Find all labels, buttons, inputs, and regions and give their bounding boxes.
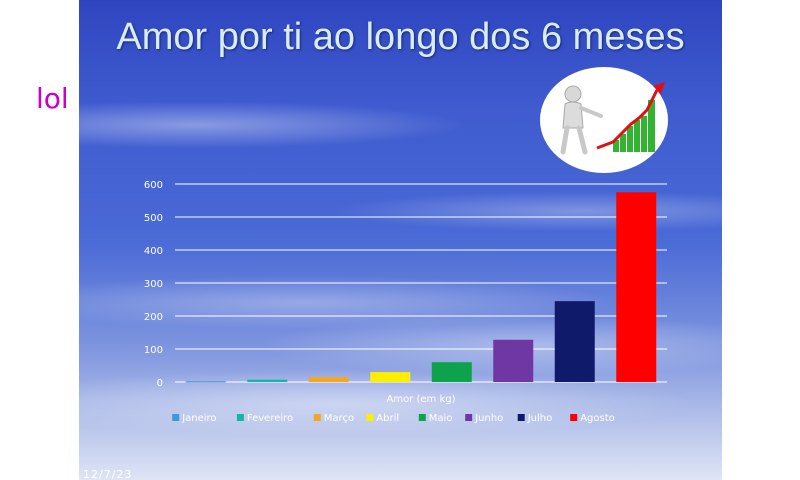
bar-agosto (616, 192, 657, 382)
y-tick-label: 100 (144, 345, 163, 356)
side-label: lol (36, 82, 69, 115)
y-tick-label: 200 (144, 312, 163, 323)
legend-label: Março (324, 413, 354, 424)
bar-abril (370, 372, 411, 382)
y-tick-label: 500 (144, 213, 163, 224)
y-tick-label: 600 (144, 180, 163, 191)
legend-swatch (236, 414, 244, 421)
slide-title: Amor por ti ao longo dos 6 meses (116, 16, 685, 58)
legend-label: Abril (376, 413, 399, 424)
presenter-growth-chart-icon (540, 67, 668, 173)
legend-swatch (418, 414, 426, 421)
bar-julho (554, 301, 595, 382)
y-tick-label: 400 (144, 246, 163, 257)
x-axis-title: Amor (em kg) (386, 394, 455, 405)
legend-label: Junho (474, 413, 503, 424)
legend-label: Maio (429, 413, 453, 424)
legend-label: Janeiro (181, 413, 216, 424)
bar-março (308, 377, 349, 382)
legend: Janeiro Fevereiro Março Abril Maio Junho Julho… (172, 413, 615, 424)
legend-label: Julho (527, 413, 553, 424)
legend-swatch (465, 414, 473, 421)
legend-swatch (517, 414, 525, 421)
legend-swatch (366, 414, 374, 421)
legend-label: Fevereiro (247, 413, 293, 424)
slide: Amor por ti ao longo dos 6 meses 0 100 200… (79, 0, 722, 480)
y-tick-label: 0 (157, 378, 163, 389)
bar-janeiro (185, 381, 226, 383)
legend-swatch (570, 414, 578, 421)
bar-chart: 0 100 200 300 400 500 600 Amor (em kg) Janeiro… (144, 180, 667, 424)
bar-fevereiro (247, 379, 288, 382)
bar-maio (431, 362, 472, 382)
bar-junho (493, 339, 534, 382)
legend-label: Agosto (580, 413, 615, 424)
y-axis-ticks: 0 100 200 300 400 500 600 (144, 180, 163, 389)
legend-swatch (172, 414, 180, 421)
legend-swatch (313, 414, 321, 421)
slide-footer: 12/7/23 (83, 468, 133, 480)
y-tick-label: 300 (144, 279, 163, 290)
bars (185, 192, 657, 383)
